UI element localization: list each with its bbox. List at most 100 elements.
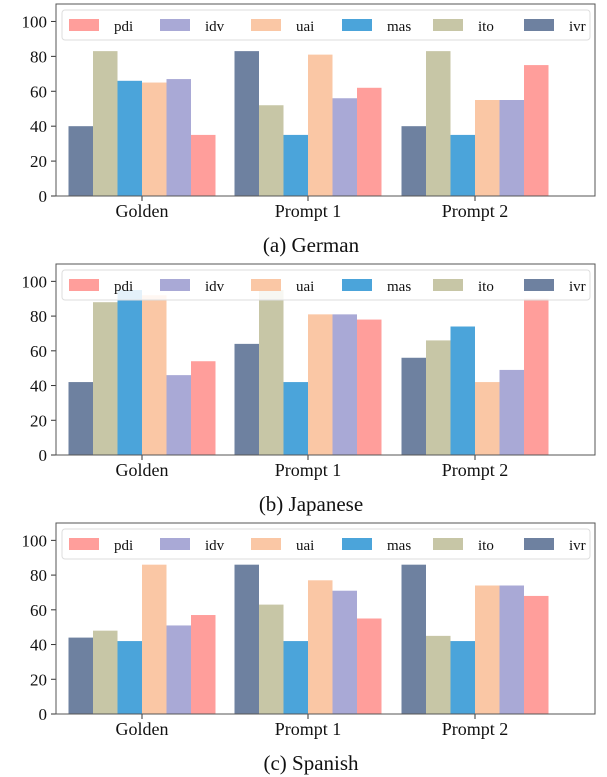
bar-ito-prompt-2 [426,635,451,714]
legend-label-ito: ito [478,538,494,554]
bar-idv-golden [166,79,191,196]
legend-label-ito: ito [478,19,494,35]
chart-panel-3: 0 20 40 60 80 100 Golden Prompt 1 Prompt 2 pdi idv… [22,522,596,775]
legend: pdi idv uai mas ito ivr [61,528,591,560]
legend-label-pdi: pdi [114,19,133,35]
bar-mas-prompt-1 [283,641,308,714]
bar-pdi-golden [191,134,216,196]
legend-swatch-mas [342,538,372,550]
x-tick-label: Prompt 1 [275,201,342,221]
bar-ivr-golden [68,126,93,196]
bar-pdi-prompt-1 [357,87,382,196]
bar-idv-prompt-2 [499,369,524,455]
bar-idv-golden [166,375,191,455]
legend-swatch-ito [433,538,463,550]
legend: pdi idv uai mas ito ivr [61,269,591,301]
bar-uai-prompt-1 [308,314,333,455]
legend-label-ito: ito [478,279,494,295]
y-tick-label: 60 [30,601,47,620]
bar-ito-golden [93,302,118,455]
legend-swatch-uai [251,19,281,31]
legend-swatch-uai [251,538,281,550]
y-tick-label: 0 [39,187,48,206]
y-tick-label: 60 [30,82,47,101]
bar-ivr-prompt-1 [234,343,259,455]
bar-ito-prompt-2 [426,340,451,455]
bar-uai-prompt-2 [475,100,500,196]
bar-pdi-prompt-1 [357,618,382,714]
legend-swatch-mas [342,279,372,291]
bar-pdi-prompt-2 [524,298,549,455]
y-tick-label: 80 [30,307,47,326]
y-tick-label: 100 [22,531,48,550]
legend-label-idv: idv [205,538,225,554]
y-tick-label: 60 [30,342,47,361]
legend-label-ivr: ivr [569,279,586,295]
y-tick-label: 20 [30,670,47,689]
bar-idv-prompt-1 [332,98,357,196]
legend-swatch-ito [433,19,463,31]
bar-ito-golden [93,51,118,196]
bar-mas-golden [117,80,142,196]
y-tick-label: 20 [30,152,47,171]
bar-uai-prompt-1 [308,580,333,714]
y-tick-label: 0 [39,705,48,724]
bar-pdi-golden [191,615,216,714]
chart-panel-1: 0 20 40 60 80 100 Golden Prompt 1 Prompt 2 pdi idv… [22,3,596,257]
legend-label-uai: uai [296,279,314,295]
legend-label-uai: uai [296,538,314,554]
x-tick-label: Golden [116,460,169,480]
legend-swatch-pdi [69,279,99,291]
x-tick-label: Golden [116,201,169,221]
legend-box [61,269,591,301]
legend-box [61,528,591,560]
bar-uai-prompt-1 [308,54,333,197]
legend-swatch-pdi [69,538,99,550]
bar-ito-prompt-2 [426,51,451,196]
legend-swatch-ivr [524,538,554,550]
bar-idv-prompt-2 [499,100,524,196]
bar-mas-prompt-1 [283,382,308,455]
bar-ivr-golden [68,637,93,714]
legend-label-mas: mas [387,19,411,35]
y-tick-label: 20 [30,411,47,430]
plot-frame-overlay [55,522,596,715]
x-tick-label: Golden [116,719,169,739]
bar-uai-prompt-2 [475,382,500,455]
bar-pdi-prompt-1 [357,319,382,455]
x-tick-label: Prompt 2 [442,460,509,480]
y-tick-label: 40 [30,117,47,136]
legend-label-pdi: pdi [114,538,133,554]
legend-label-pdi: pdi [114,279,133,295]
chart-caption: (b) Japanese [259,492,363,516]
legend-swatch-idv [160,538,190,550]
legend-box [61,9,591,41]
bar-uai-golden [142,564,167,714]
bar-idv-prompt-1 [332,590,357,714]
legend-label-mas: mas [387,279,411,295]
chart-caption: (a) German [263,233,360,257]
legend-label-idv: idv [205,279,225,295]
bar-ivr-prompt-1 [234,51,259,196]
y-tick-label: 0 [39,446,48,465]
bar-ivr-prompt-2 [401,126,426,196]
legend-swatch-pdi [69,19,99,31]
y-tick-label: 80 [30,566,47,585]
y-tick-label: 100 [22,272,48,291]
bar-ito-prompt-1 [259,290,284,455]
bar-ivr-prompt-2 [401,357,426,455]
y-tick-label: 100 [22,12,48,31]
bar-ivr-prompt-2 [401,564,426,714]
bar-ito-prompt-1 [259,604,284,714]
legend-swatch-idv [160,279,190,291]
y-tick-label: 40 [30,636,47,655]
bar-uai-golden [142,295,167,455]
bar-pdi-prompt-2 [524,595,549,714]
bar-ivr-prompt-1 [234,564,259,714]
legend-label-ivr: ivr [569,19,586,35]
legend-swatch-mas [342,19,372,31]
legend-swatch-ivr [524,279,554,291]
bar-idv-prompt-2 [499,585,524,714]
x-tick-label: Prompt 1 [275,719,342,739]
